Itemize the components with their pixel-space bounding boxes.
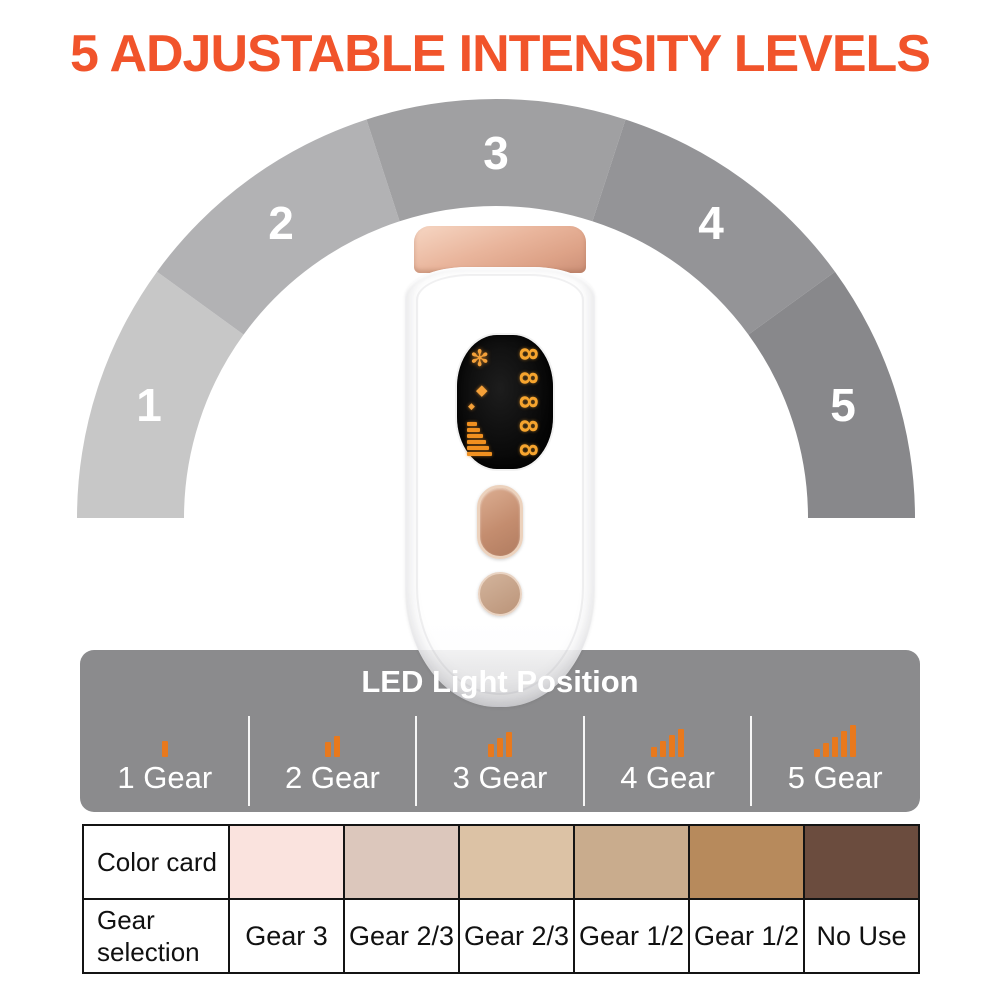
gear-bar bbox=[505, 732, 512, 757]
gear-bar bbox=[814, 749, 821, 757]
device-body-outline bbox=[416, 274, 584, 695]
gear-bar bbox=[161, 741, 168, 757]
gauge-label-5: 5 bbox=[830, 379, 856, 431]
gear-bar bbox=[669, 735, 676, 757]
gear-bar bbox=[324, 742, 331, 757]
device-lamp-cap bbox=[414, 226, 586, 273]
color-card-swatch bbox=[229, 825, 344, 899]
wedge-bar bbox=[467, 452, 492, 456]
gear-bar bbox=[841, 731, 848, 757]
gear-selection-cell: Gear 1/2 bbox=[574, 899, 689, 973]
device-lcd-screen: ✻ ◆ ◆ 8 8 8 8 8 bbox=[457, 335, 553, 469]
gear-bar bbox=[850, 725, 857, 757]
intensity-wedge-icon bbox=[467, 422, 492, 456]
fan-icon: ✻ bbox=[470, 345, 490, 371]
gauge-label-4: 4 bbox=[698, 197, 724, 249]
gauge-segment-1 bbox=[77, 271, 244, 518]
gauge-segment-5 bbox=[748, 271, 915, 518]
color-card-swatch bbox=[804, 825, 919, 899]
color-card-swatch bbox=[459, 825, 574, 899]
intensity-gauge: 1 2 3 4 5 bbox=[77, 98, 915, 518]
gear-selection-cell: Gear 2/3 bbox=[459, 899, 574, 973]
wedge-bar bbox=[467, 422, 477, 426]
gauge-segment-3 bbox=[366, 98, 626, 222]
gear-bar bbox=[487, 744, 494, 757]
gear-bar bbox=[496, 738, 503, 757]
wedge-bar bbox=[467, 440, 486, 444]
gear-selection-cell: Gear 3 bbox=[229, 899, 344, 973]
gauge-label-1: 1 bbox=[136, 379, 162, 431]
gear-column-5: 5 Gear bbox=[750, 716, 918, 806]
gear-selection-cell: No Use bbox=[804, 899, 919, 973]
gear-bars-icon bbox=[651, 723, 685, 757]
gear-bar bbox=[660, 741, 667, 757]
gear-bar bbox=[823, 743, 830, 757]
gear-bars-icon bbox=[487, 723, 512, 757]
lcd-digits: 8 8 8 8 8 bbox=[511, 344, 545, 460]
wedge-bar bbox=[467, 428, 480, 432]
gauge-segment-2 bbox=[157, 119, 400, 335]
gear-label: 1 Gear bbox=[117, 760, 213, 795]
color-card-swatch bbox=[344, 825, 459, 899]
gauge-label-2: 2 bbox=[268, 197, 294, 249]
gear-bar bbox=[678, 729, 685, 757]
row-header-color-card: Color card bbox=[83, 825, 229, 899]
lcd-digit: 8 bbox=[513, 442, 542, 458]
gear-label: 5 Gear bbox=[787, 760, 883, 795]
lcd-digit: 8 bbox=[513, 370, 542, 386]
gauge-segment-4 bbox=[592, 119, 835, 335]
gear-bar bbox=[333, 736, 340, 757]
led-panel-title: LED Light Position bbox=[361, 664, 639, 699]
gear-bars-icon bbox=[324, 723, 340, 757]
gear-selection-cell: Gear 2/3 bbox=[344, 899, 459, 973]
color-card-swatch bbox=[574, 825, 689, 899]
gear-column-3: 3 Gear bbox=[415, 716, 583, 806]
flash-button[interactable] bbox=[478, 572, 522, 616]
color-card-swatch bbox=[689, 825, 804, 899]
diamond-icon: ◆ bbox=[476, 382, 488, 399]
wedge-bar bbox=[467, 446, 489, 450]
gear-label: 2 Gear bbox=[285, 760, 380, 795]
ipl-device: ✻ ◆ ◆ 8 8 8 8 8 bbox=[405, 226, 595, 707]
gear-label: 3 Gear bbox=[452, 760, 548, 795]
page-title: 5 ADJUSTABLE INTENSITY LEVELS bbox=[70, 25, 931, 83]
wedge-bar bbox=[467, 434, 483, 438]
device-body: ✻ ◆ ◆ 8 8 8 8 8 bbox=[405, 267, 595, 707]
lcd-digit: 8 bbox=[513, 394, 542, 410]
led-panel-content: LED Light Position 1 Gear 2 Gear 3 Gear 4 G… bbox=[80, 650, 920, 812]
gear-column-1: 1 Gear bbox=[82, 716, 248, 806]
gear-columns: 1 Gear 2 Gear 3 Gear 4 Gear 5 Gear bbox=[82, 716, 918, 806]
gear-label: 4 Gear bbox=[620, 760, 715, 795]
skin-tone-table: Color card Gear selection Gear 3 Gear 2/3 Ge… bbox=[82, 824, 920, 974]
diamond-icon-small: ◆ bbox=[468, 401, 475, 411]
lcd-digit: 8 bbox=[513, 346, 542, 362]
gear-selection-cell: Gear 1/2 bbox=[689, 899, 804, 973]
gear-column-2: 2 Gear bbox=[247, 716, 416, 806]
gear-bar bbox=[651, 747, 658, 757]
gear-bars-icon bbox=[161, 723, 168, 757]
row-header-gear-selection: Gear selection bbox=[83, 899, 229, 973]
gear-bar bbox=[832, 737, 839, 757]
power-button[interactable] bbox=[477, 485, 523, 559]
gauge-label-3: 3 bbox=[483, 127, 509, 179]
lcd-digit: 8 bbox=[513, 418, 542, 434]
gear-bars-icon bbox=[814, 723, 857, 757]
gear-column-4: 4 Gear bbox=[582, 716, 751, 806]
